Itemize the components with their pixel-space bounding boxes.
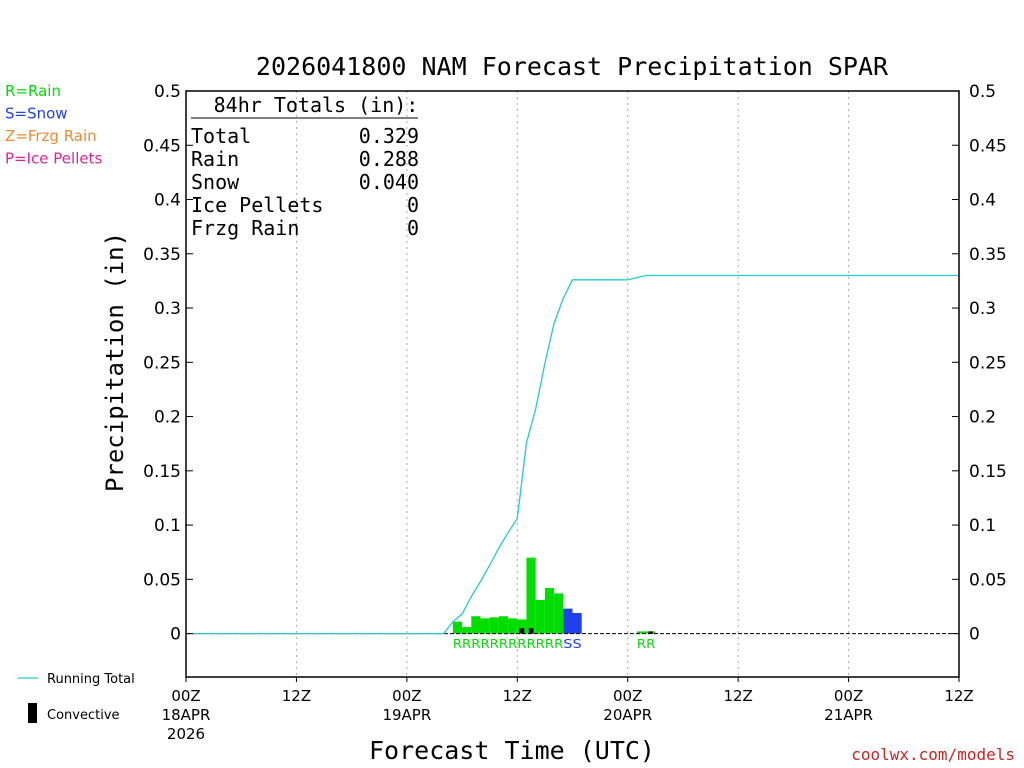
precip-bar xyxy=(471,616,481,634)
y-tick-label-right: 0.3 xyxy=(969,299,996,319)
type-legend: R=Rain S=Snow Z=Frzg Rain P=Ice Pellets xyxy=(5,82,102,168)
y-tick-label-left: 0.2 xyxy=(154,408,181,428)
precip-bar xyxy=(636,631,647,634)
x-tick-date-label: 21APR xyxy=(824,706,873,724)
precip-bar xyxy=(508,618,518,634)
y-tick-label-right: 0.05 xyxy=(969,570,1007,590)
y-tick-label-left: 0.5 xyxy=(154,82,181,102)
y-tick-label-right: 0.45 xyxy=(969,136,1007,156)
convective-legend-label: Convective xyxy=(47,708,120,723)
precip-bar xyxy=(535,599,545,634)
legend-type-entry: Z=Frzg Rain xyxy=(5,127,97,145)
totals-row-value: 0.329 xyxy=(359,124,419,148)
x-tick-year-label: 2026 xyxy=(167,725,205,743)
x-tick-label: 00Z xyxy=(392,687,421,705)
grid-lines xyxy=(295,91,850,677)
y-tick-label-right: 0.2 xyxy=(969,408,996,428)
precip-type-label: SS xyxy=(563,637,581,651)
precip-bar xyxy=(563,608,573,634)
precip-type-labels: RRRRRRRRRRRR SS RR xyxy=(453,637,655,651)
convective-legend: Convective xyxy=(28,703,120,723)
totals-row-label: Frzg Rain xyxy=(191,216,299,240)
totals-row-label: Ice Pellets xyxy=(191,193,323,217)
totals-row-value: 0 xyxy=(407,216,419,240)
y-tick-label-left: 0.45 xyxy=(143,136,181,156)
y-tick-label-left: 0.4 xyxy=(154,191,181,211)
totals-row-value: 0 xyxy=(407,193,419,217)
totals-row-value: 0.040 xyxy=(359,170,419,194)
precip-type-label: RRRRRRRRRRRR xyxy=(453,637,563,651)
convective-bar xyxy=(528,628,534,634)
precip-bar xyxy=(517,619,527,634)
running-total-line xyxy=(186,274,959,635)
x-tick-date-label: 19APR xyxy=(382,706,431,724)
y-tick-label-right: 0.4 xyxy=(969,191,996,211)
totals-header: 84hr Totals (in): xyxy=(214,93,419,117)
convective-legend-swatch xyxy=(28,703,37,723)
credit-text: coolwx.com/models xyxy=(851,745,1015,764)
convective-bar xyxy=(519,628,525,634)
precip-bar xyxy=(489,617,499,634)
precip-bar xyxy=(462,627,472,634)
x-tick-label: 12Z xyxy=(503,687,532,705)
plot-frame xyxy=(185,90,960,678)
x-tick-label: 00Z xyxy=(613,687,642,705)
y-tick-label-right: 0.35 xyxy=(969,245,1007,265)
y-tick-label-left: 0.05 xyxy=(143,570,181,590)
totals-row-value: 0.288 xyxy=(359,147,419,171)
y-tick-label-left: 0 xyxy=(170,625,181,645)
x-tick-label: 12Z xyxy=(723,687,752,705)
y-tick-label-left: 0.25 xyxy=(143,353,181,373)
precip-bar xyxy=(554,593,564,634)
running-total-layer xyxy=(186,274,959,635)
x-tick-label: 12Z xyxy=(282,687,311,705)
precip-bar xyxy=(572,612,582,634)
totals-row-label: Rain xyxy=(191,147,239,171)
running-total-legend-label: Running Total xyxy=(47,672,135,687)
y-axis-label: Precipitation (in) xyxy=(101,232,129,492)
x-tick-label: 00Z xyxy=(834,687,863,705)
y-tick-label-left: 0.35 xyxy=(143,245,181,265)
y-tick-label-left: 0.3 xyxy=(154,299,181,319)
x-tick-label: 00Z xyxy=(171,687,200,705)
x-tick-label: 12Z xyxy=(944,687,973,705)
precip-bars xyxy=(452,557,656,634)
precip-bar xyxy=(544,588,555,634)
precip-bar xyxy=(498,616,509,634)
y-axis-ticks: 0 00.05 0.050.1 0.10.15 0.150.2 0.20.25 0.250.… xyxy=(143,82,1007,645)
precip-type-label: RR xyxy=(637,637,655,651)
precip-bar xyxy=(526,557,536,634)
y-tick-label-right: 0.5 xyxy=(969,82,996,102)
precip-bar xyxy=(452,621,463,634)
legend-type-entry: R=Rain xyxy=(5,82,61,100)
precip-bar xyxy=(480,618,490,634)
totals-box: 84hr Totals (in): Total 0.329 Rain 0.288 Sno… xyxy=(191,93,419,240)
totals-row-label: Snow xyxy=(191,170,240,194)
chart-title: 2026041800 NAM Forecast Precipitation SP… xyxy=(256,52,889,81)
legend-type-entry: P=Ice Pellets xyxy=(5,150,102,168)
y-tick-label-right: 0 xyxy=(969,625,980,645)
x-axis-label: Forecast Time (UTC) xyxy=(369,736,655,765)
y-tick-label-left: 0.1 xyxy=(154,516,181,536)
y-tick-label-right: 0.25 xyxy=(969,353,1007,373)
legend-type-entry: S=Snow xyxy=(5,105,68,123)
running-total-legend: Running Total xyxy=(18,672,135,687)
x-tick-date-label: 18APR xyxy=(162,706,211,724)
y-tick-label-right: 0.1 xyxy=(969,516,996,536)
y-tick-label-right: 0.15 xyxy=(969,462,1007,482)
x-tick-date-label: 20APR xyxy=(603,706,652,724)
convective-bar xyxy=(648,631,654,634)
y-tick-label-left: 0.15 xyxy=(143,462,181,482)
totals-row-label: Total xyxy=(191,124,251,148)
